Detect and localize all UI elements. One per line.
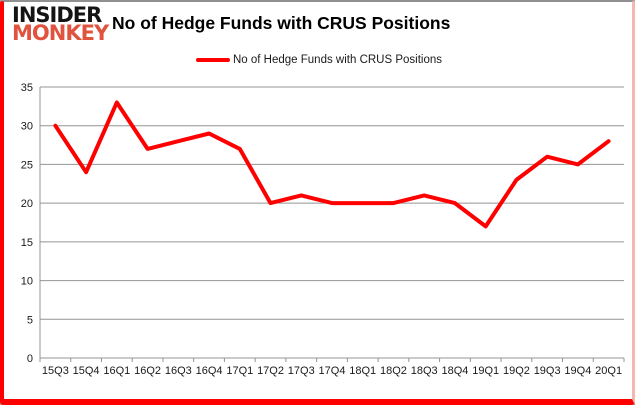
y-axis-label: 5 [27, 314, 33, 326]
chart-title: No of Hedge Funds with CRUS Positions [112, 13, 451, 33]
y-axis-label: 35 [21, 82, 33, 94]
x-axis-label: 16Q2 [134, 365, 161, 377]
legend: No of Hedge Funds with CRUS Positions [196, 54, 442, 66]
logo-monkey-text: MONKEY [12, 21, 109, 46]
x-axis-label: 17Q4 [319, 365, 346, 377]
series-line [53, 100, 611, 229]
x-axis-label: 18Q1 [349, 365, 376, 377]
x-axis-label: 16Q1 [103, 365, 130, 377]
y-axis-label: 30 [21, 121, 33, 133]
x-axis-label: 20Q1 [595, 365, 622, 377]
x-axis-label: 19Q2 [503, 365, 530, 377]
y-axis-label: 0 [27, 353, 33, 365]
x-axis-label: 18Q3 [411, 365, 438, 377]
x-axis-label: 19Q1 [472, 365, 499, 377]
x-axis-label: 18Q4 [441, 365, 468, 377]
legend-label: No of Hedge Funds with CRUS Positions [233, 54, 443, 66]
x-axis-label: 15Q3 [42, 365, 69, 377]
x-axis-label: 17Q1 [226, 365, 253, 377]
x-axis-label: 18Q2 [380, 365, 407, 377]
legend-line-swatch [196, 57, 230, 63]
y-axis-label: 10 [21, 276, 33, 288]
x-axis-label: 17Q3 [288, 365, 315, 377]
x-axis-label: 15Q4 [73, 365, 100, 377]
x-axis-label: 19Q4 [564, 365, 591, 377]
x-axis-label: 16Q4 [196, 365, 223, 377]
insider-monkey-logo: INSIDER MONKEY [12, 3, 109, 46]
y-axis-label: 15 [21, 237, 33, 249]
y-axis-label: 20 [21, 198, 33, 210]
logo-insider-text: INSIDER [12, 3, 102, 27]
x-axis-label: 19Q3 [534, 365, 561, 377]
y-axis-label: 25 [21, 159, 33, 171]
x-axis-label: 17Q2 [257, 365, 284, 377]
x-axis-label: 16Q3 [165, 365, 192, 377]
